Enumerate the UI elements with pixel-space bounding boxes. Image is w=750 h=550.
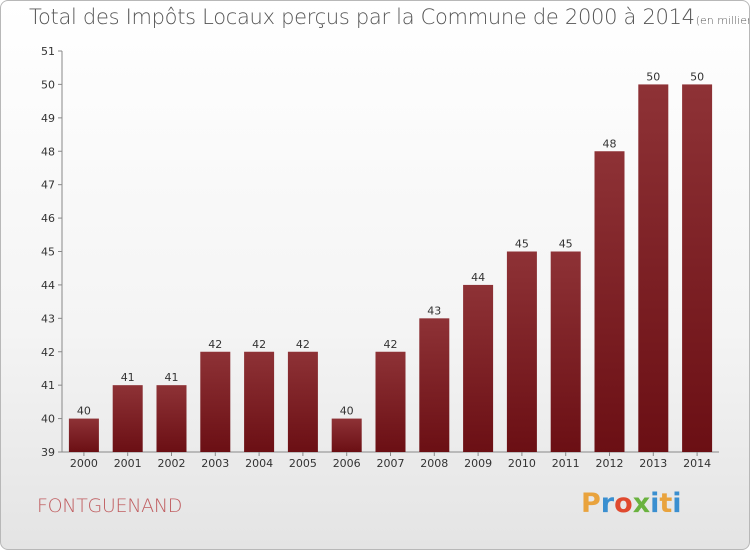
logo-letter: r [600,488,615,519]
commune-name: FONTGUENAND [37,495,183,517]
y-tick-label: 43 [41,312,55,325]
data-label-2012: 48 [603,137,617,150]
data-label-2005: 42 [296,338,310,351]
bar-layer [68,84,713,453]
data-label-2009: 44 [471,271,485,284]
x-tick-label-2002: 2002 [158,457,186,470]
label-layer: 40 41 41 42 42 42 40 42 43 44 45 45 48 50 50 [77,70,704,417]
x-tick-label-2013: 2013 [639,457,667,470]
y-tick-label: 48 [41,145,55,158]
proxiti-logo: Proxiti [581,488,682,519]
x-tick-label-2003: 2003 [201,457,229,470]
x-tick-label-2000: 2000 [70,457,98,470]
x-tick-label-2012: 2012 [596,457,624,470]
x-tick-label-2001: 2001 [114,457,142,470]
data-label-2000: 40 [77,405,91,418]
data-label-2002: 41 [165,371,179,384]
x-tick-label-2004: 2004 [245,457,273,470]
y-tick-label: 50 [41,78,55,91]
data-label-2013: 50 [646,70,660,83]
bar-2012 [594,151,625,452]
y-tick-label: 47 [41,179,55,192]
x-tick-label-2008: 2008 [420,457,448,470]
x-tick-label-2007: 2007 [377,457,405,470]
y-tick-label: 39 [41,446,55,459]
y-tick-label: 44 [41,279,55,292]
logo-letter: x [632,488,651,519]
y-tick-label: 41 [41,379,55,392]
logo-letter: P [581,488,601,519]
logo-letter: o [614,488,633,519]
data-label-2007: 42 [384,338,398,351]
bar-2008 [419,318,450,452]
bar-2013 [638,84,669,453]
data-label-2006: 40 [340,405,354,418]
bar-2004 [244,351,275,452]
data-label-2008: 43 [427,304,441,317]
x-tick-label-2005: 2005 [289,457,317,470]
data-label-2014: 50 [690,70,704,83]
axis-layer: 39 40 41 42 43 44 45 46 47 48 49 50 51 2000 2001 2002 20… [41,45,719,470]
data-label-2004: 42 [252,338,266,351]
data-label-2001: 41 [121,371,135,384]
y-tick-label: 51 [41,45,55,58]
data-label-2011: 45 [559,238,573,251]
y-tick-label: 49 [41,112,55,125]
bar-2006 [331,418,362,452]
bar-2009 [463,284,494,452]
x-tick-label-2011: 2011 [552,457,580,470]
bar-2010 [506,251,537,452]
logo-letter: t [659,488,673,519]
data-label-2003: 42 [208,338,222,351]
x-tick-label-2009: 2009 [464,457,492,470]
y-tick-label: 40 [41,413,55,426]
chart-subtitle: (en milliers d'€) [695,14,749,27]
bar-2000 [68,418,99,452]
bar-2011 [550,251,581,452]
bar-2003 [200,351,231,452]
bar-2001 [112,385,143,452]
y-tick-label: 45 [41,246,55,259]
x-tick-label-2014: 2014 [683,457,711,470]
bar-2007 [375,351,406,452]
y-tick-label: 42 [41,346,55,359]
chart-title: Total des Impôts Locaux perçus par la Co… [29,5,695,29]
bar-2005 [287,351,318,452]
logo-letter: i [672,488,682,519]
bar-2002 [156,385,187,452]
chart-title-block: Total des Impôts Locaux perçus par la Co… [29,5,749,29]
y-tick-label: 46 [41,212,55,225]
x-tick-label-2006: 2006 [333,457,361,470]
x-tick-label-2010: 2010 [508,457,536,470]
bar-2014 [682,84,713,453]
logo-letter: i [650,488,660,519]
data-label-2010: 45 [515,238,529,251]
